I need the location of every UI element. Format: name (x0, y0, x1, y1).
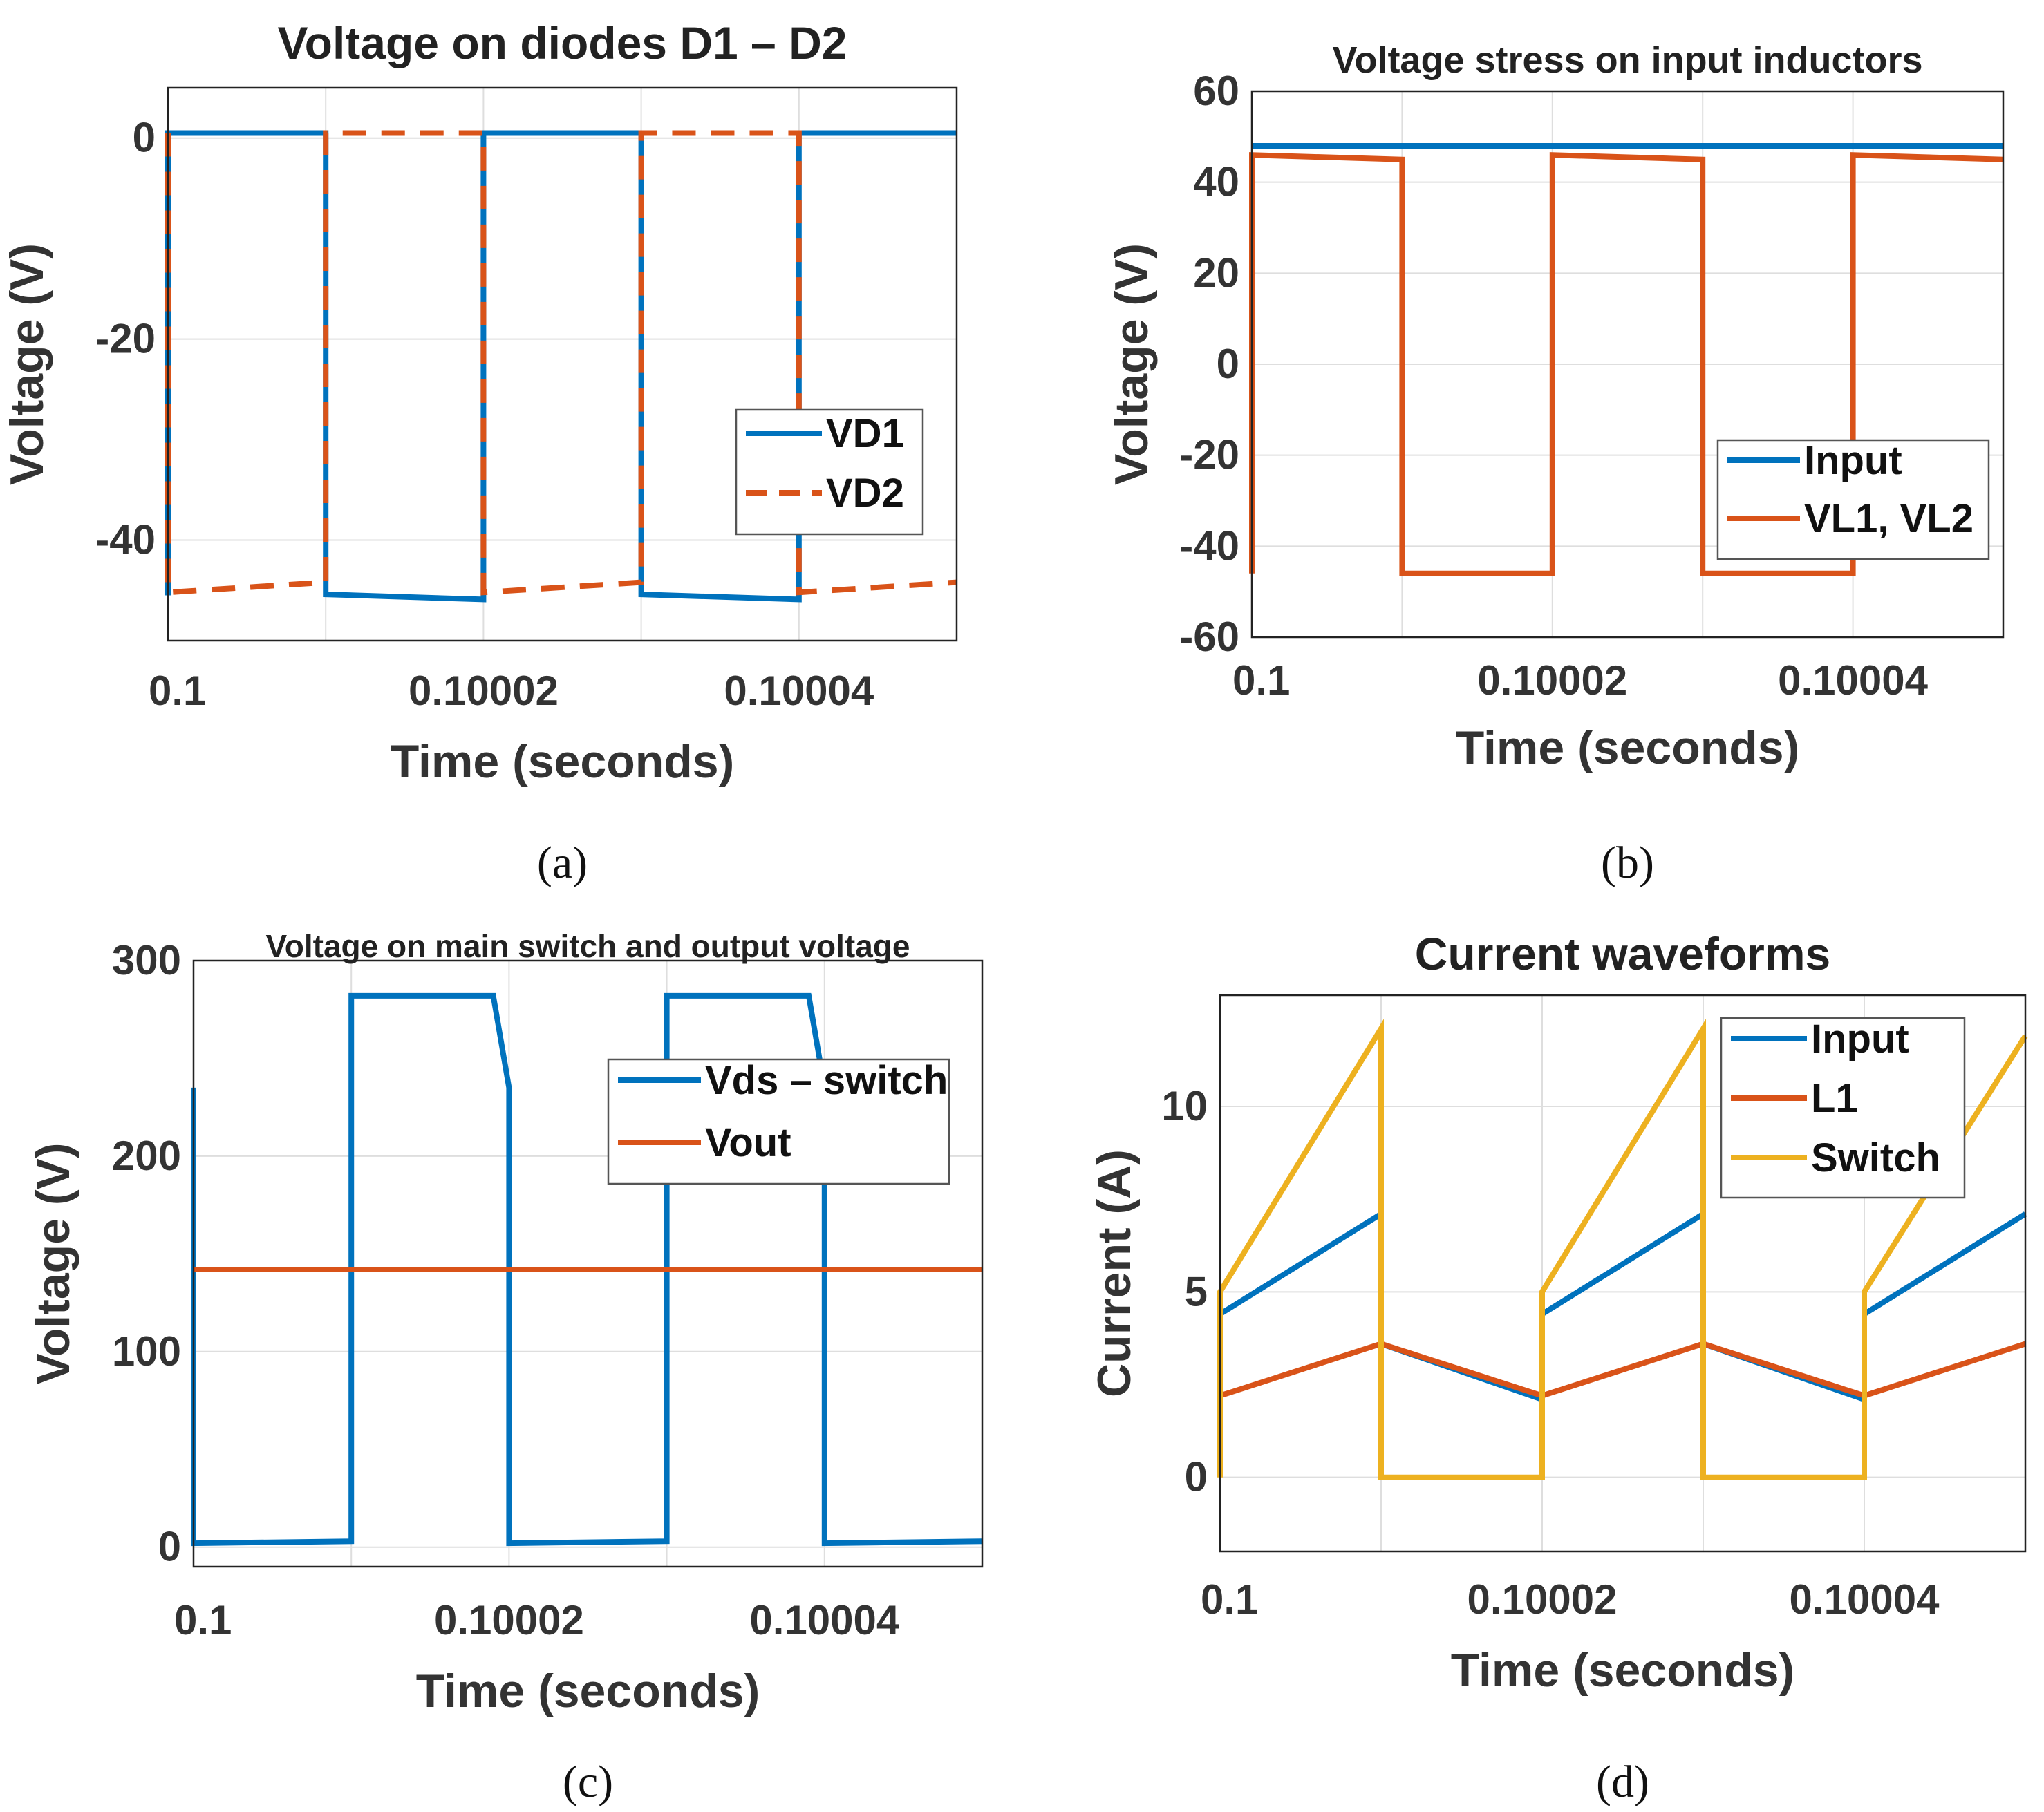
plot-frame (167, 86, 958, 642)
x-axis-label: Time (seconds) (1456, 721, 1800, 774)
x-tick-label: 0.1 (1232, 657, 1290, 704)
legend: Input VL1, VL2 (1716, 438, 1990, 560)
panel-caption: (a) (537, 838, 588, 888)
x-tick-label: 0.10002 (434, 1597, 584, 1643)
chart-b: 0.1 0.10002 0.10004 -60 -40 -20 0 20 40 60 Voltage… (1105, 39, 2005, 888)
x-tick-label: 0.10004 (749, 1597, 900, 1643)
legend-label: VL1, VL2 (1804, 496, 1973, 541)
chart-title: Voltage stress on input inductors (1332, 39, 1922, 81)
x-tick-label: 0.10002 (409, 668, 559, 714)
x-tick-label: 0.10002 (1477, 657, 1627, 704)
panel-caption: (d) (1596, 1757, 1649, 1807)
legend-label: Input (1811, 1017, 1909, 1061)
x-tick-label: 0.1 (174, 1597, 232, 1643)
y-tick-label: 0 (1217, 341, 1239, 387)
y-tick-label: -40 (95, 517, 156, 563)
x-tick-label: 0.10004 (1778, 657, 1929, 704)
x-tick-label: 0.1 (149, 668, 206, 714)
y-axis-label: Voltage (V) (1105, 243, 1158, 485)
y-tick-label: -20 (95, 316, 156, 362)
plot-frame (1250, 90, 2005, 639)
panel-caption: (b) (1601, 838, 1654, 888)
x-tick-label: 0.10004 (1790, 1576, 1940, 1623)
plot-frame (192, 959, 984, 1568)
y-axis-label: Current (A) (1088, 1149, 1141, 1397)
y-tick-label: 0 (158, 1524, 181, 1570)
legend-label: L1 (1811, 1076, 1858, 1121)
y-tick-label: 300 (112, 937, 181, 983)
y-tick-label: 200 (112, 1133, 181, 1179)
y-axis-label: Voltage (V) (1, 243, 53, 485)
chart-d: 0.1 0.10002 0.10004 0 5 10 Current waveforms Ti… (1088, 928, 2028, 1807)
legend-label: VD2 (826, 471, 904, 516)
x-axis-label: Time (seconds) (416, 1665, 760, 1717)
y-tick-label: 100 (112, 1328, 181, 1375)
x-tick-label: 0.1 (1201, 1576, 1258, 1623)
legend: Input L1 Switch (1720, 1017, 1966, 1199)
plot-frame (1219, 994, 2027, 1553)
chart-title: Voltage on diodes D1 – D2 (278, 17, 847, 68)
series-l1 (1219, 1341, 2027, 1399)
legend-label: VD1 (826, 411, 904, 456)
chart-title: Voltage on main switch and output voltag… (266, 928, 910, 964)
chart-c: 0.1 0.10002 0.10004 0 100 200 300 Voltage on ma… (27, 928, 984, 1807)
series-switch (1217, 1019, 2028, 1480)
legend-label: Switch (1811, 1135, 1940, 1180)
y-tick-label: -40 (1179, 522, 1239, 569)
legend-label: Vds – switch (705, 1058, 948, 1103)
y-tick-label: -60 (1179, 614, 1239, 660)
y-tick-label: 40 (1193, 159, 1239, 205)
chart-a: 0.1 0.10002 0.10004 -40 -20 0 Voltage on diode… (1, 17, 958, 888)
panel-caption: (c) (563, 1757, 613, 1807)
x-tick-label: 0.10002 (1468, 1576, 1618, 1623)
y-tick-label: 0 (1185, 1454, 1208, 1500)
series-vd2 (165, 130, 957, 596)
y-tick-label: 5 (1185, 1268, 1208, 1314)
x-tick-label: 0.10004 (724, 668, 874, 714)
y-tick-label: 0 (133, 115, 156, 161)
plot-area (168, 88, 957, 641)
y-tick-label: 10 (1161, 1083, 1208, 1129)
y-axis-label: Voltage (V) (27, 1142, 79, 1384)
y-tick-label: 20 (1193, 249, 1239, 296)
x-axis-label: Time (seconds) (391, 735, 735, 788)
chart-title: Current waveforms (1415, 928, 1831, 979)
legend-label: Input (1804, 438, 1902, 483)
y-tick-label: -20 (1179, 432, 1239, 478)
x-axis-label: Time (seconds) (1451, 1644, 1795, 1697)
y-tick-label: 60 (1193, 68, 1239, 114)
legend-label: Vout (705, 1120, 791, 1165)
legend: Vds – switch Vout (607, 1058, 950, 1185)
series-vl1-vl2 (1249, 152, 2004, 576)
legend-box (1720, 1017, 1966, 1199)
plot-area (194, 961, 982, 1567)
